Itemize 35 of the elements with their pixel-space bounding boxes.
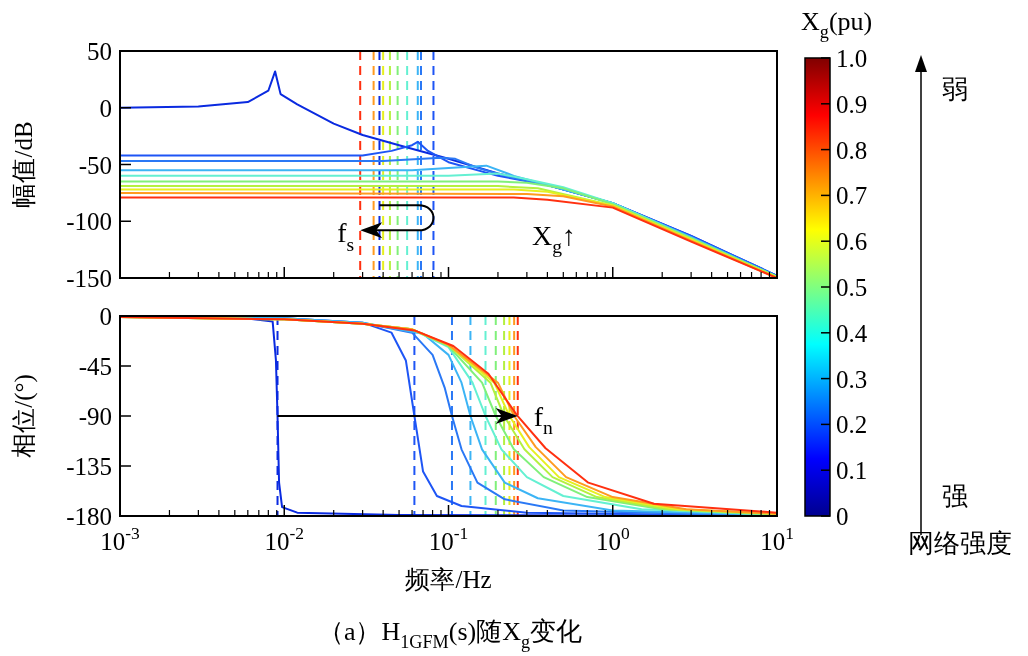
text: （a）H$_{1GFM}$(s)随X$_{g}$变化: [317, 617, 583, 652]
y-tick-label: -100: [66, 208, 112, 236]
text: 强: [942, 482, 968, 511]
x-tick-label: 10$^{1}$: [760, 522, 794, 555]
y-tick-label: -135: [66, 453, 112, 480]
y-tick-label: -90: [78, 403, 112, 430]
color-bar-title: X$_{g}$(pu): [801, 7, 873, 42]
y-tick-label: 0: [99, 94, 112, 122]
annotation: f$_{n}$: [533, 401, 554, 439]
y-tick-label: 50: [87, 38, 112, 65]
color-bar-label: 0.4: [836, 319, 868, 347]
color-bar-label: 0.7: [836, 182, 868, 210]
y-tick-label: 0: [99, 303, 112, 330]
x-axis-title: 频率/Hz: [405, 566, 492, 593]
y-tick-label: -150: [66, 265, 112, 292]
color-bar-label: 0.9: [836, 90, 868, 118]
x-tick-label: 10$^{-1}$: [428, 522, 469, 555]
color-bar-label: 0.3: [836, 365, 868, 393]
x-tick-label: 10$^{-2}$: [264, 522, 305, 555]
color-bar-label: 0.1: [836, 457, 868, 485]
color-bar-label: 0.6: [836, 228, 868, 256]
annotation: X$_{g}$↑: [532, 220, 577, 258]
y-axis-title: 幅值/dB: [10, 121, 37, 208]
y-axis-title: 相位/(°): [10, 374, 38, 458]
color-bar-label: 0: [836, 503, 849, 530]
color-bar-label: 0.8: [836, 136, 868, 164]
text: 网络强度: [908, 529, 1012, 558]
color-bar-label: 0.2: [836, 411, 868, 439]
color-bar-label: 0.5: [836, 274, 868, 301]
x-tick-label: 10$^{0}$: [595, 522, 630, 555]
text: 弱: [942, 75, 968, 104]
y-tick-label: -50: [78, 151, 112, 179]
color-bar-label: 1.0: [836, 45, 868, 72]
annotation: f$_{s}$: [337, 217, 355, 255]
y-tick-label: -45: [78, 353, 112, 380]
